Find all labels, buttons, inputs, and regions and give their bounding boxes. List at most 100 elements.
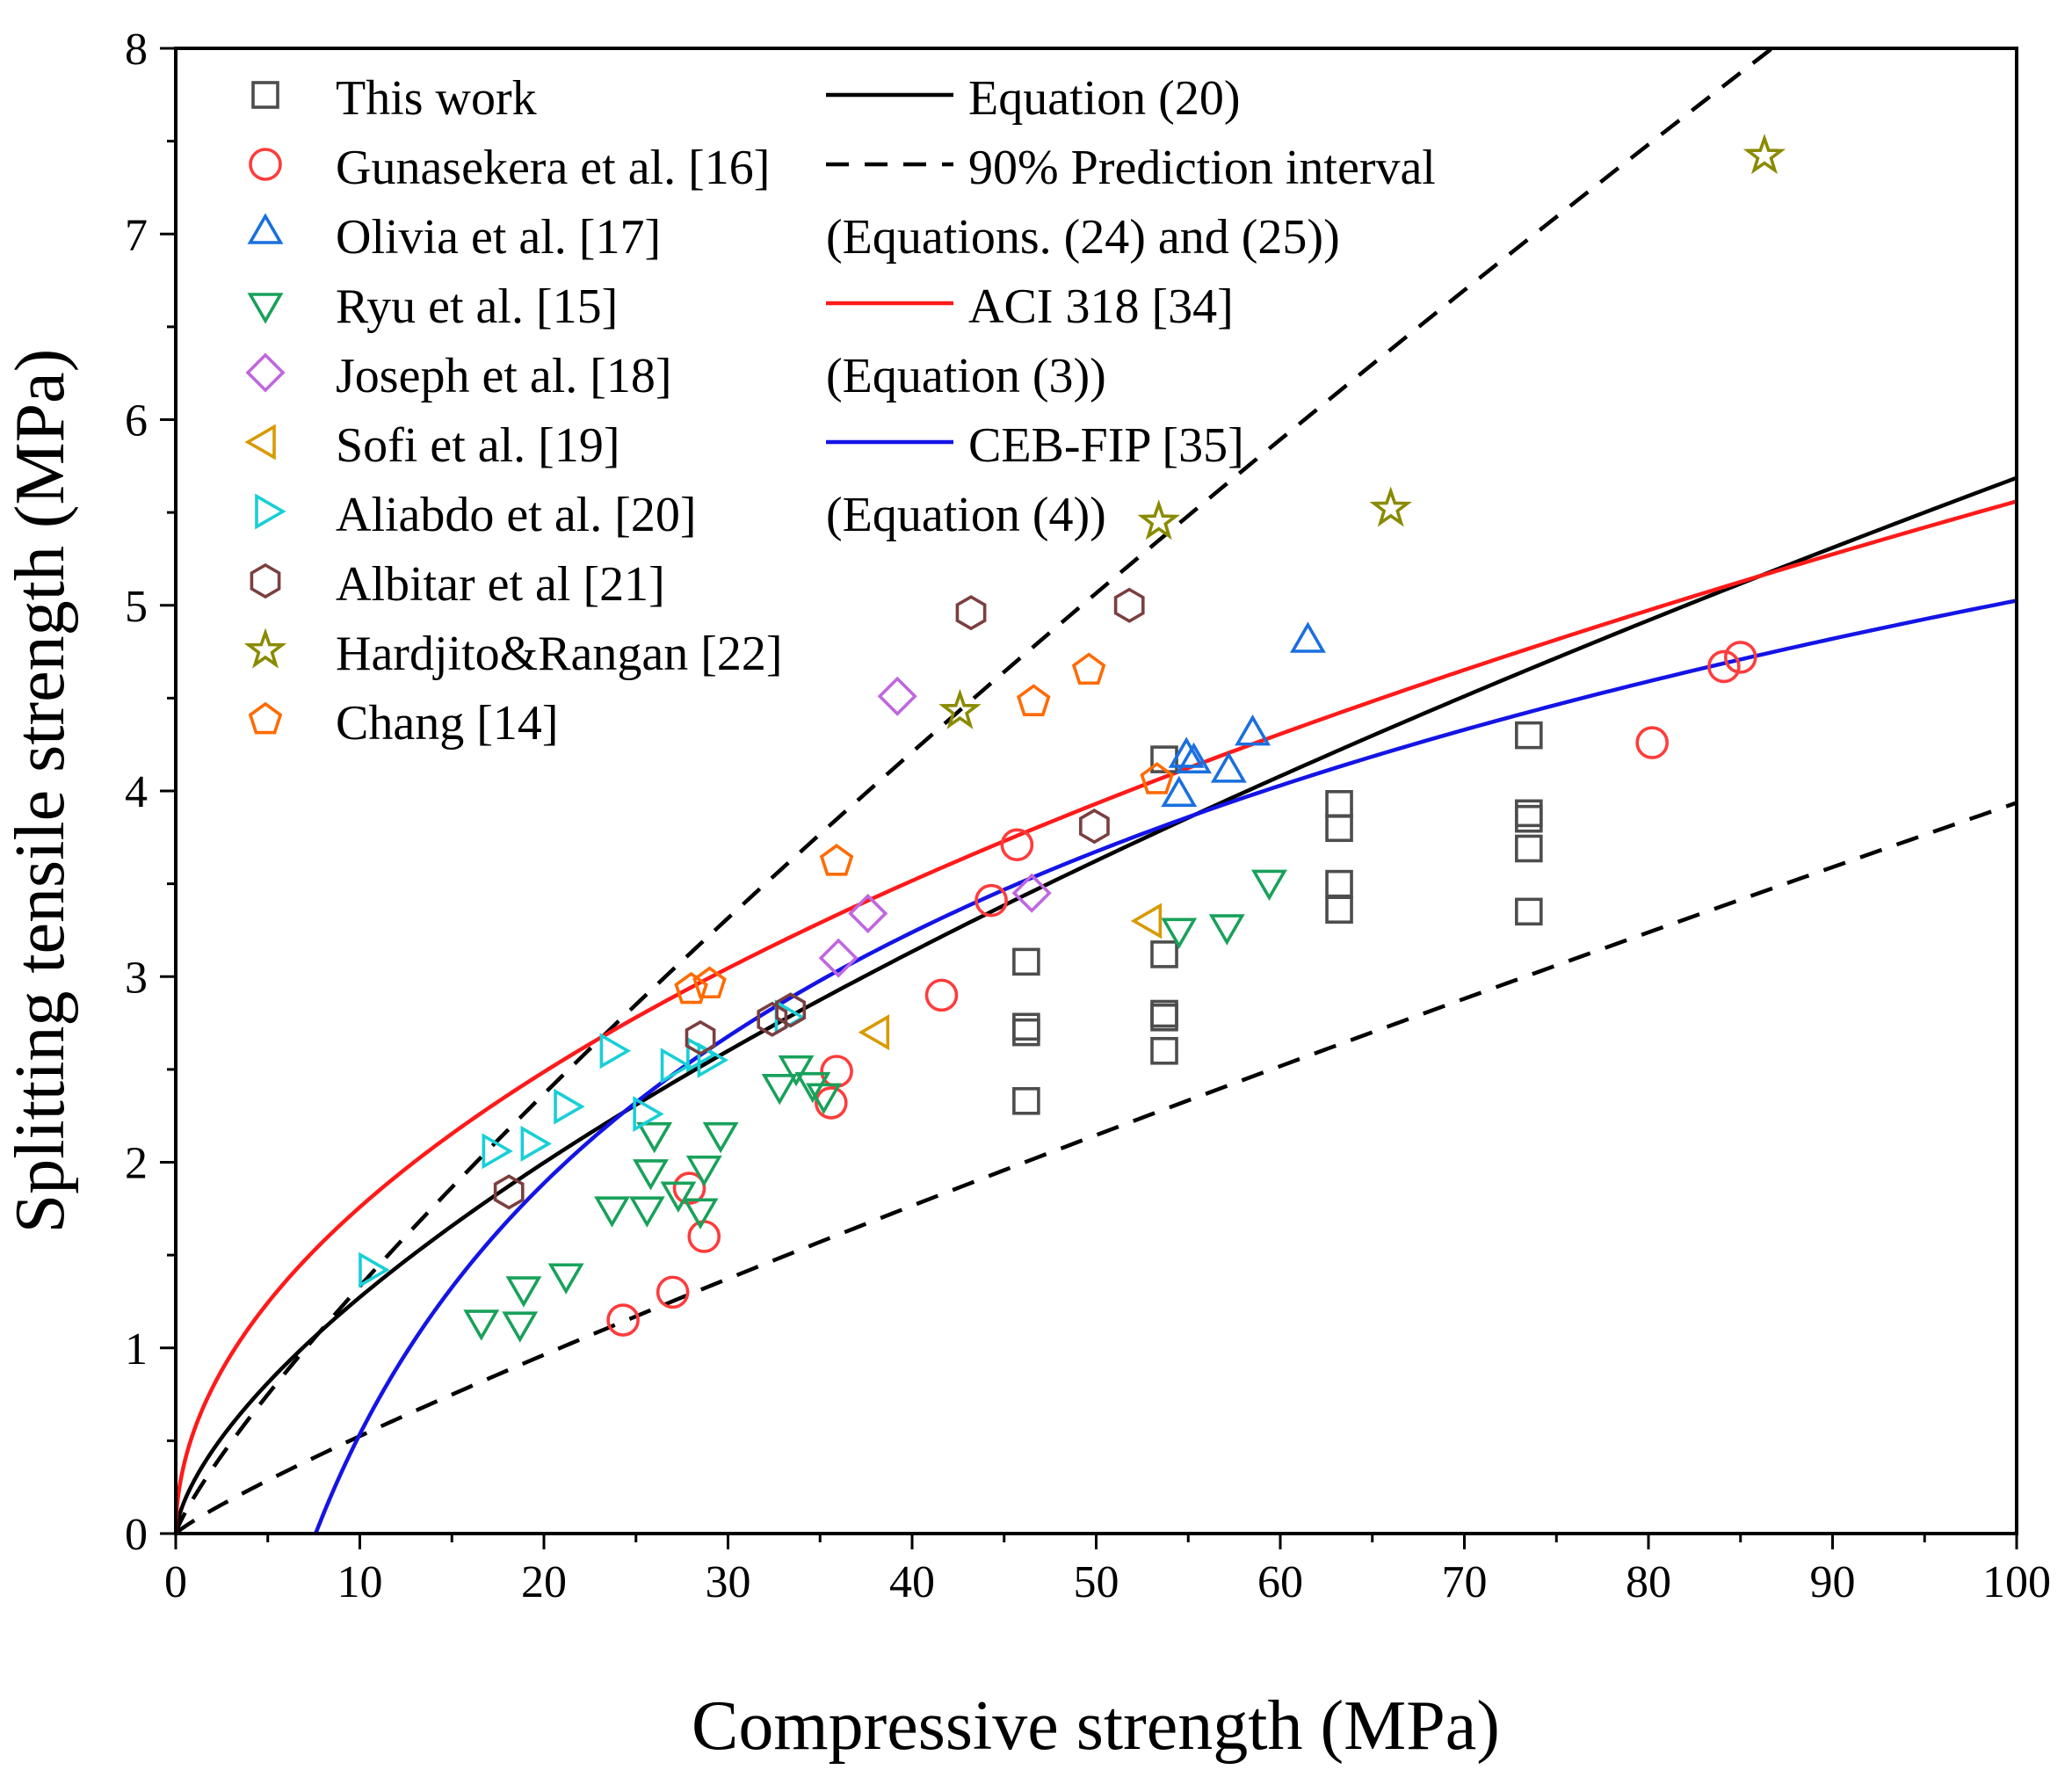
aci-318-34-curve: [176, 499, 2017, 1534]
sofi-et-al-19-point: [858, 1014, 890, 1051]
gunasekera-et-al-16-point: [1000, 828, 1034, 862]
ryu-et-al-15-point: [502, 1311, 539, 1343]
joseph-et-al-18-point: [848, 893, 888, 933]
this-work-point: [1325, 789, 1353, 818]
legend-marker-albitar-et-al-21: [250, 562, 281, 599]
ryu-et-al-15-point: [1161, 918, 1198, 949]
legend-marker-this-work: [251, 81, 279, 109]
90-prediction-interval-curve: [176, 48, 1776, 1534]
legend-marker-ryu-et-al-15: [247, 293, 284, 324]
albitar-et-al-21-point: [955, 595, 987, 631]
legend-label: Chang [14]: [336, 696, 559, 751]
legend-marker-hardjito-rangan-22: [243, 627, 287, 669]
ryu-et-al-15-point: [628, 1196, 665, 1228]
x-tick-label: 100: [1982, 1557, 2051, 1607]
aliabdo-et-al-20-point: [633, 1096, 664, 1133]
ryu-et-al-15-point: [547, 1263, 584, 1295]
legend-marker-gunasekera-et-al-16: [249, 148, 282, 181]
legend-label: This work: [336, 71, 537, 126]
legend-label: CEB-FIP [35]: [968, 418, 1244, 473]
aliabdo-et-al-20-point: [554, 1088, 585, 1125]
90-prediction-interval-lower-curve: [176, 801, 2017, 1534]
chang-14-point: [819, 844, 854, 876]
ryu-et-al-15-point: [794, 1071, 831, 1104]
this-work-point: [1150, 999, 1178, 1028]
this-work-point: [1012, 1012, 1040, 1041]
ryu-et-al-15-point: [463, 1309, 500, 1341]
x-axis-title: Compressive strength (MPa): [692, 1687, 1500, 1765]
this-work-point: [1515, 721, 1543, 750]
this-work-point: [1012, 1018, 1040, 1047]
gunasekera-et-al-16-point: [606, 1303, 640, 1337]
gunasekera-et-al-16-point: [1635, 726, 1669, 759]
x-tick-label: 80: [1626, 1557, 1671, 1607]
y-tick-label: 6: [125, 396, 148, 446]
legend-label: Albitar et al [21]: [336, 557, 665, 612]
this-work-point: [1515, 897, 1543, 926]
legend-marker-sofi-et-al-19: [244, 424, 276, 461]
ryu-et-al-15-point: [1250, 869, 1287, 902]
ryu-et-al-15-point: [761, 1073, 798, 1106]
ryu-et-al-15-point: [660, 1181, 697, 1213]
olivia-et-al-17-point: [1289, 621, 1326, 653]
ryu-et-al-15-point: [636, 1121, 673, 1154]
ryu-et-al-15-point: [682, 1198, 719, 1229]
legend-label: Sofi et al. [19]: [336, 418, 619, 473]
x-tick-label: 0: [164, 1557, 187, 1607]
gunasekera-et-al-16-point: [1707, 649, 1741, 684]
y-axis-title: Splitting tensile strength (MPa): [2, 349, 79, 1234]
chang-14-point: [1017, 684, 1051, 716]
legend-label: Hardjito&Rangan [22]: [336, 627, 783, 681]
legend-label: (Equations. (24) and (25)): [826, 210, 1340, 265]
this-work-point: [1012, 947, 1040, 976]
ceb-fip-35-curve: [314, 598, 2017, 1534]
legend-label: 90% Prediction interval: [968, 141, 1436, 195]
olivia-et-al-17-point: [1210, 751, 1247, 783]
olivia-et-al-17-point: [1235, 714, 1271, 746]
ryu-et-al-15-point: [594, 1196, 630, 1228]
albitar-et-al-21-point: [1113, 587, 1145, 623]
gunasekera-et-al-16-point: [1723, 641, 1757, 674]
aliabdo-et-al-20-point: [660, 1048, 692, 1084]
ryu-et-al-15-point: [505, 1276, 542, 1308]
gunasekera-et-al-16-point: [656, 1275, 690, 1309]
ryu-et-al-15-point: [778, 1055, 815, 1087]
chang-14-point: [1140, 762, 1174, 794]
x-tick-label: 20: [521, 1557, 567, 1607]
ryu-et-al-15-point: [685, 1155, 722, 1187]
x-tick-label: 50: [1074, 1557, 1119, 1607]
gunasekera-et-al-16-point: [820, 1055, 853, 1088]
x-tick-label: 30: [706, 1557, 751, 1607]
joseph-et-al-18-point: [877, 676, 917, 716]
this-work-point: [1325, 896, 1353, 925]
aliabdo-et-al-20-point: [599, 1033, 632, 1070]
this-work-point: [1150, 1036, 1178, 1065]
legend: This work Gunasekera et al. [16] Olivia et…: [243, 71, 1436, 751]
y-tick-label: 0: [125, 1510, 148, 1560]
this-work-point: [1515, 799, 1543, 828]
albitar-et-al-21-point: [493, 1174, 525, 1210]
gunasekera-et-al-16-point: [924, 978, 959, 1012]
legend-marker-chang-14: [248, 701, 283, 735]
y-tick-label: 2: [125, 1139, 148, 1189]
albitar-et-al-21-point: [775, 992, 807, 1028]
gunasekera-et-al-16-point: [815, 1086, 848, 1120]
chang-14-point: [692, 966, 727, 999]
hardjito-rangan-22-point: [1369, 486, 1412, 527]
x-tick-label: 10: [337, 1557, 383, 1607]
x-tick-label: 40: [889, 1557, 935, 1607]
aliabdo-et-al-20-point: [359, 1251, 390, 1288]
gunasekera-et-al-16-point: [672, 1171, 706, 1205]
chang-14-point: [674, 971, 708, 1005]
this-work-point: [1012, 1086, 1040, 1115]
aliabdo-et-al-20-point: [520, 1125, 552, 1162]
y-tick-label: 3: [125, 953, 148, 1003]
legend-label: Equation (20): [968, 71, 1240, 126]
aliabdo-et-al-20-point: [697, 1041, 729, 1078]
hardjito-rangan-22-point: [938, 688, 982, 729]
albitar-et-al-21-point: [1079, 809, 1110, 845]
this-work-point: [1325, 869, 1353, 898]
this-work-point: [1515, 834, 1543, 863]
ryu-et-al-15-point: [806, 1083, 842, 1114]
